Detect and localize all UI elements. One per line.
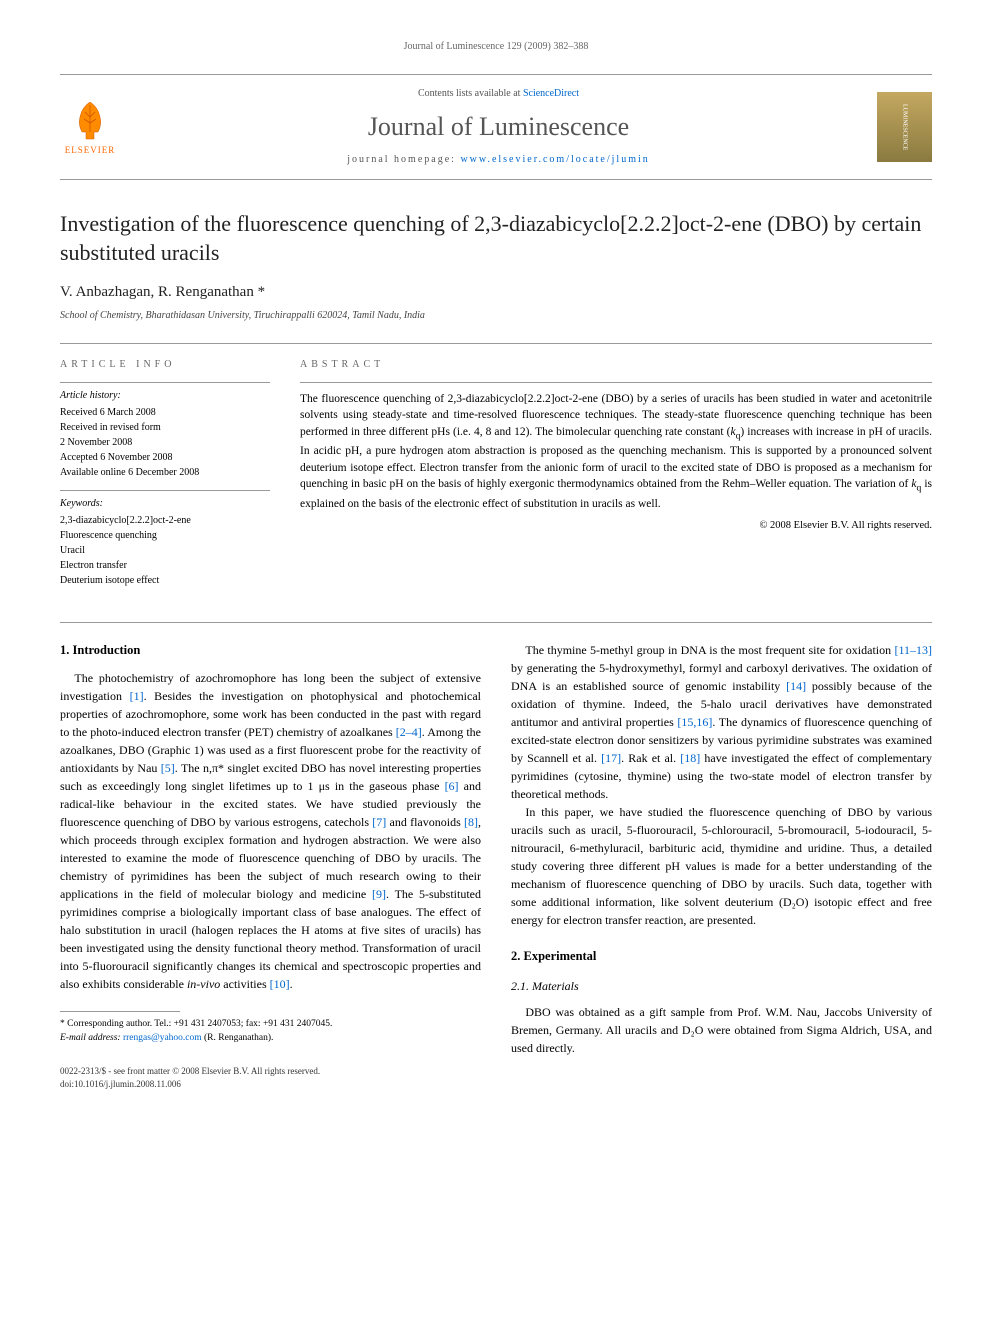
corresponding-author-footnote: * Corresponding author. Tel.: +91 431 24… [60, 1018, 481, 1045]
authors: V. Anbazhagan, R. Renganathan * [60, 282, 932, 303]
article-info-label: ARTICLE INFO [60, 358, 270, 372]
running-header: Journal of Luminescence 129 (2009) 382–3… [60, 40, 932, 54]
info-abstract-row: ARTICLE INFO Article history: Received 6… [60, 343, 932, 598]
homepage-prefix: journal homepage: [347, 154, 460, 165]
keyword: Uracil [60, 543, 270, 558]
ref-link[interactable]: [2–4] [396, 725, 422, 739]
ref-link[interactable]: [8] [464, 815, 478, 829]
keywords-title: Keywords: [60, 497, 270, 511]
journal-homepage-line: journal homepage: www.elsevier.com/locat… [120, 153, 877, 167]
text: . Rak et al. [621, 751, 680, 765]
journal-cover-thumbnail: LUMINESCENCE [877, 92, 932, 162]
journal-homepage-link[interactable]: www.elsevier.com/locate/jlumin [460, 154, 649, 165]
article-title: Investigation of the fluorescence quench… [60, 210, 932, 267]
keyword: 2,3-diazabicyclo[2.2.2]oct-2-ene [60, 513, 270, 528]
abstract-label: ABSTRACT [300, 358, 932, 372]
body-columns: 1. Introduction The photochemistry of az… [60, 622, 932, 1092]
col2-paragraph-1: The thymine 5-methyl group in DNA is the… [511, 641, 932, 803]
keywords-block: Keywords: 2,3-diazabicyclo[2.2.2]oct-2-e… [60, 490, 270, 588]
ref-link[interactable]: [9] [372, 887, 386, 901]
col2-paragraph-2: In this paper, we have studied the fluor… [511, 803, 932, 929]
ref-link[interactable]: [15,16] [677, 715, 712, 729]
body-column-right: The thymine 5-methyl group in DNA is the… [511, 641, 932, 1092]
ref-link[interactable]: [17] [601, 751, 621, 765]
corr-author-line: * Corresponding author. Tel.: +91 431 24… [60, 1018, 481, 1031]
article-history-title: Article history: [60, 389, 270, 403]
keyword: Deuterium isotope effect [60, 573, 270, 588]
ref-link[interactable]: [10] [270, 977, 290, 991]
abstract-column: ABSTRACT The fluorescence quenching of 2… [300, 358, 932, 598]
ref-link[interactable]: [11–13] [894, 643, 932, 657]
ref-link[interactable]: [6] [445, 779, 459, 793]
journal-name: Journal of Luminescence [120, 109, 877, 145]
intro-paragraph: The photochemistry of azochromophore has… [60, 669, 481, 993]
text: and flavonoids [386, 815, 464, 829]
keyword: Electron transfer [60, 558, 270, 573]
invivo-italic: in-vivo [187, 977, 220, 991]
ref-link[interactable]: [1] [130, 689, 144, 703]
ref-link[interactable]: [14] [786, 679, 806, 693]
abstract-text: The fluorescence quenching of 2,3-diazab… [300, 382, 932, 534]
text: The thymine 5-methyl group in DNA is the… [525, 643, 894, 657]
materials-paragraph: DBO was obtained as a gift sample from P… [511, 1003, 932, 1057]
affiliation: School of Chemistry, Bharathidasan Unive… [60, 309, 932, 323]
email-suffix: (R. Renganathan). [202, 1033, 274, 1043]
text: . The 5-substituted pyrimidines comprise… [60, 887, 481, 991]
keyword: Fluorescence quenching [60, 528, 270, 543]
issn-line: 0022-2313/$ - see front matter © 2008 El… [60, 1065, 481, 1079]
email-link[interactable]: rrengas@yahoo.com [123, 1033, 202, 1043]
contents-available-line: Contents lists available at ScienceDirec… [120, 87, 877, 101]
ref-link[interactable]: [7] [372, 815, 386, 829]
sciencedirect-link[interactable]: ScienceDirect [523, 88, 579, 99]
email-label: E-mail address: [60, 1033, 123, 1043]
email-line: E-mail address: rrengas@yahoo.com (R. Re… [60, 1032, 481, 1045]
doi-line: doi:10.1016/j.jlumin.2008.11.006 [60, 1078, 481, 1092]
article-history-block: Article history: Received 6 March 2008 R… [60, 382, 270, 480]
text: activities [220, 977, 269, 991]
bottom-meta: 0022-2313/$ - see front matter © 2008 El… [60, 1065, 481, 1092]
footnote-separator [60, 1011, 180, 1012]
materials-subheading: 2.1. Materials [511, 977, 932, 995]
history-line: Accepted 6 November 2008 [60, 450, 270, 465]
abstract-copyright: © 2008 Elsevier B.V. All rights reserved… [300, 518, 932, 533]
body-column-left: 1. Introduction The photochemistry of az… [60, 641, 481, 1092]
journal-banner: ELSEVIER Contents lists available at Sci… [60, 74, 932, 180]
experimental-heading: 2. Experimental [511, 947, 932, 966]
banner-center: Contents lists available at ScienceDirec… [120, 87, 877, 167]
history-line: 2 November 2008 [60, 435, 270, 450]
ref-link[interactable]: [18] [680, 751, 700, 765]
intro-heading: 1. Introduction [60, 641, 481, 660]
contents-prefix: Contents lists available at [418, 88, 523, 99]
history-line: Received 6 March 2008 [60, 405, 270, 420]
history-line: Received in revised form [60, 420, 270, 435]
ref-link[interactable]: [5] [161, 761, 175, 775]
text: . [290, 977, 293, 991]
article-info-column: ARTICLE INFO Article history: Received 6… [60, 358, 270, 598]
publisher-name: ELSEVIER [65, 144, 116, 157]
elsevier-tree-icon [70, 97, 110, 142]
publisher-logo: ELSEVIER [60, 92, 120, 162]
history-line: Available online 6 December 2008 [60, 465, 270, 480]
